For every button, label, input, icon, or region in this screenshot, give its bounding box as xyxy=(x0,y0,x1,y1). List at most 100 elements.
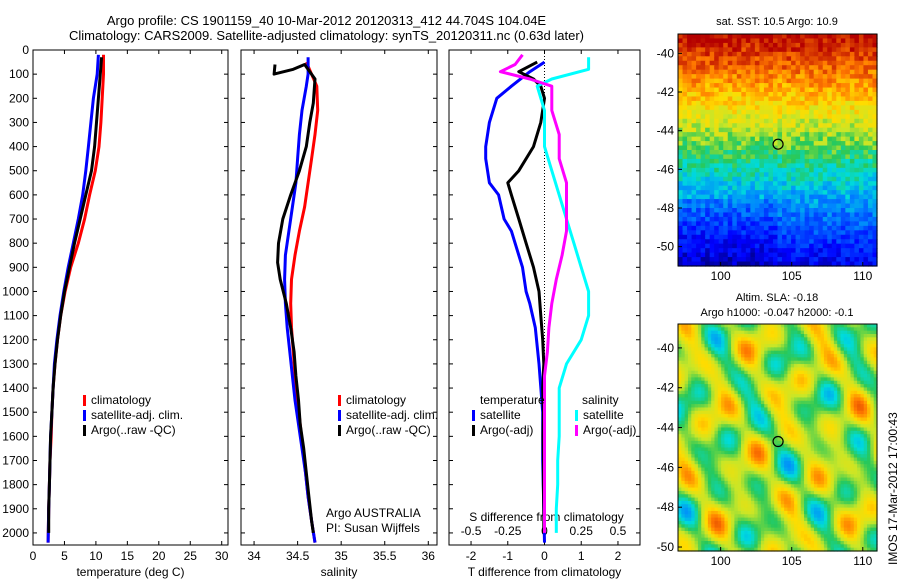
x-tick-label-secondary: 0.25 xyxy=(570,524,594,538)
x-axis-label: salinity xyxy=(321,565,358,579)
legend-swatch xyxy=(338,425,341,436)
map-subtitle: Argo h1000: -0.047 h2000: -0.1 xyxy=(701,307,854,319)
temperature-panel: 0100200300400500600700800900100011001200… xyxy=(2,43,228,579)
y-tick-label: 700 xyxy=(9,212,29,226)
y-tick-label: 900 xyxy=(9,260,29,274)
y-tick-label: -40 xyxy=(657,46,675,60)
chart-title-line2: Climatology: CARS2009. Satellite-adjuste… xyxy=(69,28,584,43)
legend-swatch xyxy=(338,410,341,421)
argo-location-marker xyxy=(772,138,784,150)
x-tick-label: 100 xyxy=(711,269,731,283)
y-tick-label: -44 xyxy=(657,124,675,138)
legend-swatch xyxy=(83,395,86,406)
y-tick-label: 800 xyxy=(9,236,29,250)
y-tick-label: 1500 xyxy=(2,405,29,419)
x-axis-label-secondary: S difference from climatology xyxy=(469,510,624,524)
legend-label: Argo(-adj) xyxy=(480,423,533,437)
y-tick-label: 300 xyxy=(9,115,29,129)
chart-title-line1: Argo profile: CS 1901159_40 10-Mar-2012 … xyxy=(106,13,547,28)
y-tick-label: -48 xyxy=(657,500,675,514)
legend-label: satellite-adj. clim. xyxy=(91,408,183,422)
map-field xyxy=(678,34,878,267)
y-tick-label: 200 xyxy=(9,91,29,105)
legend-label: climatology xyxy=(346,393,406,407)
x-tick-label: 5 xyxy=(61,549,68,563)
legend-label: Argo(..raw -QC) xyxy=(91,423,176,437)
x-axis-label: T difference from climatology xyxy=(468,565,622,579)
x-tick-label: 10 xyxy=(89,549,103,563)
x-tick-label: 34 xyxy=(247,549,261,563)
legend-swatch xyxy=(338,395,341,406)
x-tick-label: 25 xyxy=(184,549,198,563)
series-line-salinity-satellite xyxy=(535,57,591,533)
series-line-argo-raw-qc- xyxy=(47,57,104,533)
x-tick-label: 20 xyxy=(152,549,166,563)
sst-map-panel: 100 105 110 -40 -42 -44 -46 -48 -50 sat. SST: 10.… xyxy=(657,16,878,283)
y-tick-label: 1800 xyxy=(2,478,29,492)
sla-map-panel: 100 105 110 -40 -42 -44 -46 -48 -50 Altim. SLA: -… xyxy=(657,292,878,568)
legend-swatch xyxy=(83,425,86,436)
y-tick-label: -46 xyxy=(657,460,675,474)
x-tick-label: 105 xyxy=(782,554,802,568)
x-tick-label: 35 xyxy=(334,549,348,563)
x-tick-label: 0 xyxy=(30,549,37,563)
x-tick-label: 30 xyxy=(215,549,229,563)
series-line-salinity-argo-adj- xyxy=(498,53,568,533)
series-line-argo-raw-qc- xyxy=(272,63,317,534)
y-tick-label: -50 xyxy=(657,240,675,254)
x-tick-label: 36 xyxy=(422,549,436,563)
map-frame xyxy=(677,33,878,267)
y-tick-label: 1700 xyxy=(2,453,29,467)
y-tick-label: 0 xyxy=(22,43,29,57)
x-tick-label: 15 xyxy=(121,549,135,563)
y-tick-label: 1200 xyxy=(2,333,29,347)
y-tick-label: 400 xyxy=(9,140,29,154)
y-tick-label: -42 xyxy=(657,381,675,395)
legend-swatch xyxy=(472,410,475,421)
map-field xyxy=(678,324,878,552)
x-tick-label: 110 xyxy=(853,554,872,568)
plot-frame xyxy=(240,49,438,546)
x-tick-label: 34.5 xyxy=(286,549,310,563)
legend-label: Argo(-adj) xyxy=(583,423,636,437)
legend-group-title: salinity xyxy=(582,393,619,407)
legend-swatch xyxy=(575,425,578,436)
y-tick-label: -44 xyxy=(657,421,675,435)
y-tick-label: 1900 xyxy=(2,502,29,516)
difference-panel: -2 -1 0 1 2 T difference from climatology -0.5… xyxy=(448,49,641,579)
x-tick-label: 0 xyxy=(541,549,548,563)
legend-label: Argo(..raw -QC) xyxy=(346,423,431,437)
legend-label: satellite xyxy=(583,408,624,422)
y-tick-label: -42 xyxy=(657,85,675,99)
y-tick-label: -40 xyxy=(657,341,675,355)
x-tick-label-secondary: -0.25 xyxy=(494,524,522,538)
y-tick-label: 1600 xyxy=(2,429,29,443)
y-tick-label: 2000 xyxy=(2,526,29,540)
y-tick-label: 1400 xyxy=(2,381,29,395)
x-tick-label-secondary: -0.5 xyxy=(461,524,482,538)
legend-label: climatology xyxy=(91,393,151,407)
salinity-panel: 34 34.5 35 35.5 36 salinity climatologysatelli… xyxy=(240,49,438,579)
annotation-line: PI: Susan Wijffels xyxy=(326,521,420,535)
y-tick-label: 100 xyxy=(9,67,29,81)
y-tick-label: -48 xyxy=(657,201,675,215)
x-tick-label: 2 xyxy=(615,549,622,563)
x-tick-label: 110 xyxy=(853,269,872,283)
legend-swatch xyxy=(575,410,578,421)
map-frame xyxy=(677,323,878,552)
y-tick-label: 500 xyxy=(9,164,29,178)
y-tick-label: 1000 xyxy=(2,284,29,298)
x-tick-label: 100 xyxy=(711,554,731,568)
x-tick-label: 105 xyxy=(782,269,802,283)
legend-swatch xyxy=(472,425,475,436)
y-tick-label: 1300 xyxy=(2,357,29,371)
legend-swatch xyxy=(83,410,86,421)
legend-label: satellite-adj. clim. xyxy=(346,408,438,422)
x-tick-label-secondary: 0.5 xyxy=(610,524,627,538)
map-title: Altim. SLA: -0.18 xyxy=(736,292,819,304)
y-tick-label: 1100 xyxy=(3,309,29,323)
annotation-line: Argo AUSTRALIA xyxy=(326,506,421,520)
x-tick-label: -1 xyxy=(502,549,513,563)
legend-group-title: temperature xyxy=(480,393,545,407)
